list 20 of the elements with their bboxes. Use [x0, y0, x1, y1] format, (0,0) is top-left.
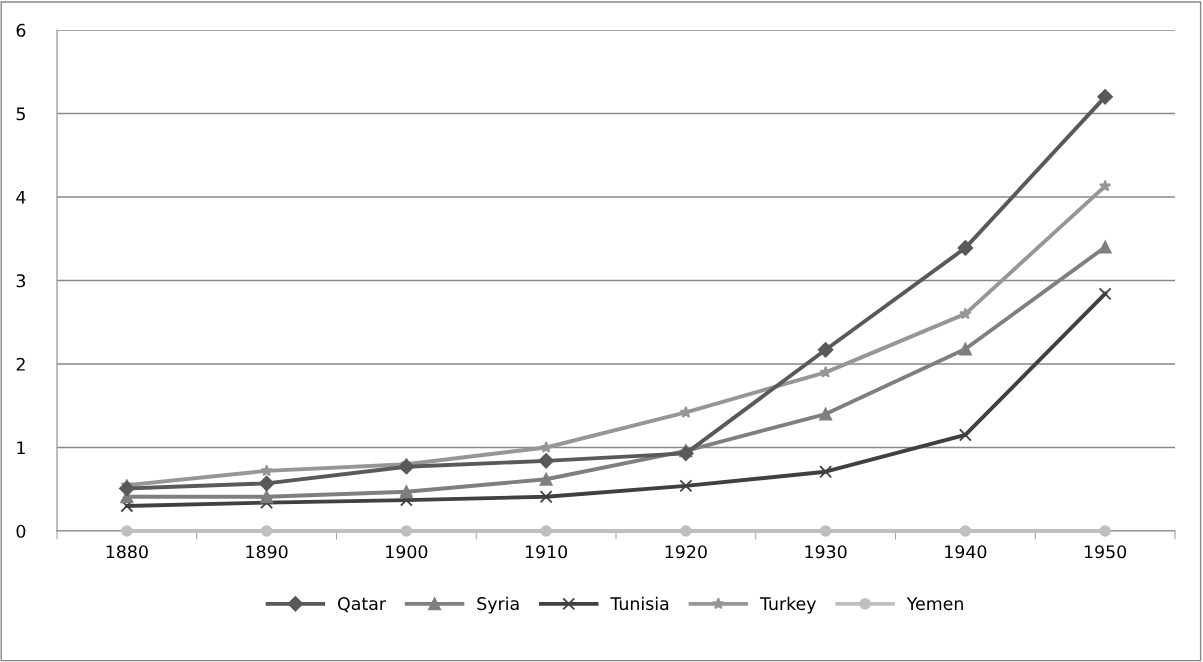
legend-label: Tunisia: [610, 596, 669, 611]
x-tick-label: 1940: [945, 545, 987, 559]
x-tick-label: 1890: [246, 545, 288, 559]
x-tick-label: 1930: [805, 545, 847, 559]
y-tick-label: 3: [16, 274, 26, 288]
x-tick-label: 1900: [386, 545, 428, 559]
y-tick-label: 5: [16, 107, 25, 121]
legend-label: Yemen: [906, 597, 963, 611]
y-tick-label: 4: [16, 190, 26, 204]
y-tick-label: 1: [17, 441, 25, 455]
legend-label: Syria: [477, 596, 519, 614]
x-tick-label: 1950: [1084, 545, 1127, 559]
y-tick-label: 0: [16, 524, 26, 538]
y-tick-label: 6: [16, 23, 26, 37]
x-tick-label: 1920: [665, 545, 707, 559]
legend-label: Qatar: [338, 597, 386, 613]
y-tick-label: 2: [16, 357, 25, 371]
x-tick-label: 1910: [525, 545, 568, 559]
legend-label: Turkey: [759, 596, 816, 614]
x-tick-label: 1880: [106, 545, 148, 559]
